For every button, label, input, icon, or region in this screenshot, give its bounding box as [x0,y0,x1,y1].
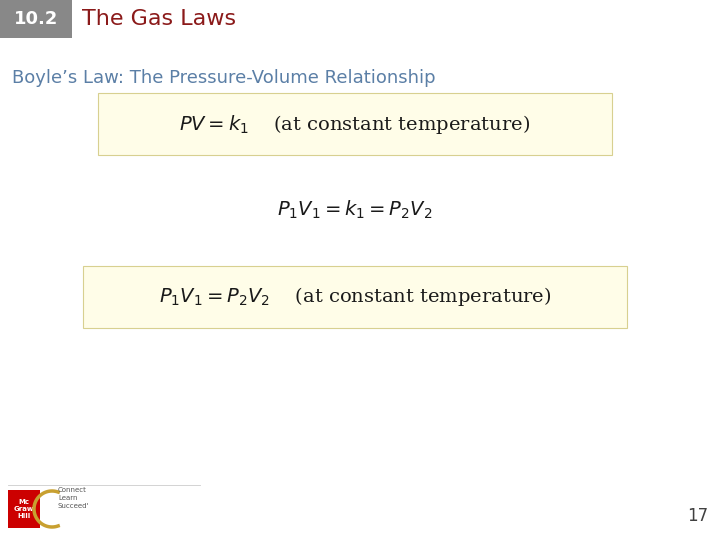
Text: The Gas Laws: The Gas Laws [82,9,236,29]
FancyBboxPatch shape [83,266,627,328]
Text: $PV = k_1$    (at constant temperature): $PV = k_1$ (at constant temperature) [179,112,531,136]
Text: $P_1V_1 = P_2V_2$    (at constant temperature): $P_1V_1 = P_2V_2$ (at constant temperatu… [158,286,552,308]
FancyBboxPatch shape [8,490,40,528]
Text: Boyle’s Law: The Pressure-Volume Relationship: Boyle’s Law: The Pressure-Volume Relatio… [12,69,436,87]
Text: 10.2: 10.2 [14,10,58,28]
Text: Connect
Learn
Succeed': Connect Learn Succeed' [58,488,89,509]
FancyBboxPatch shape [98,93,612,155]
Text: $P_1V_1 = k_1 = P_2V_2$: $P_1V_1 = k_1 = P_2V_2$ [277,199,433,221]
Text: 17: 17 [687,507,708,525]
Text: Mc
Graw
Hill: Mc Graw Hill [14,499,34,519]
FancyBboxPatch shape [0,0,72,38]
